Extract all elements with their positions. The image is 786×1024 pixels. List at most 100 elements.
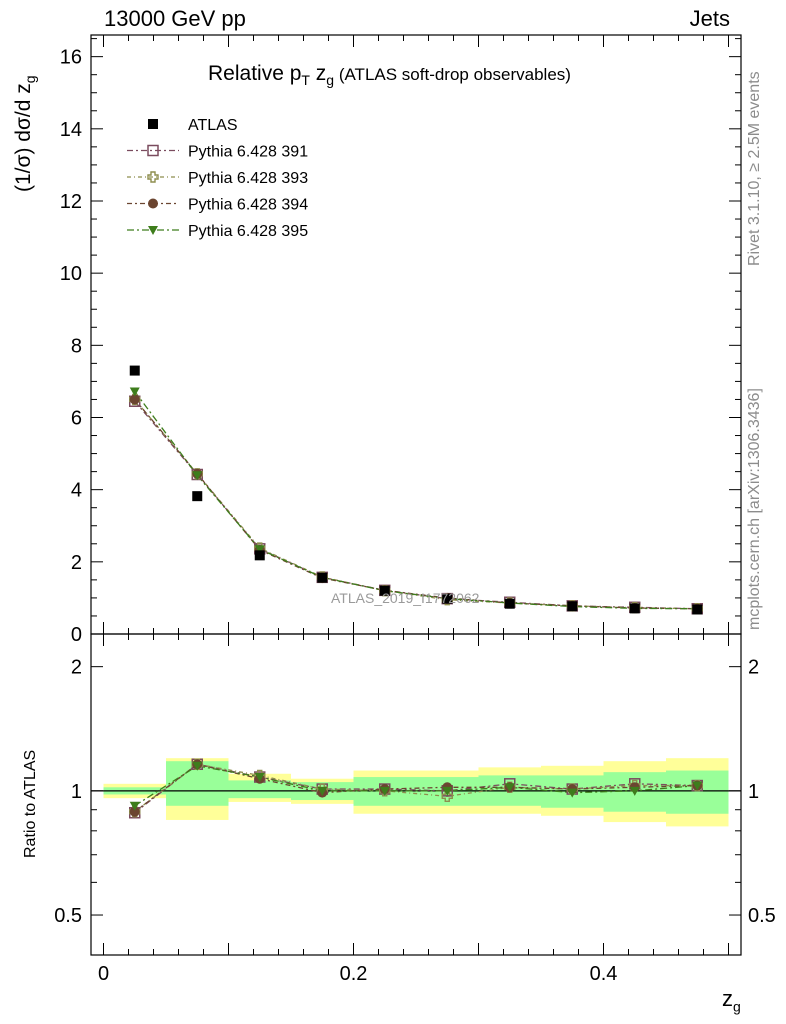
marker-shape	[254, 773, 265, 783]
y-tick-label: 8	[71, 335, 82, 357]
ylabel-main-sub: g	[22, 75, 39, 84]
y-tick-label: 4	[71, 480, 82, 502]
ratio-plot-frame	[90, 633, 742, 956]
marker-shape	[129, 806, 140, 817]
plot-title-sub-g: g	[326, 72, 335, 89]
data-point	[254, 550, 265, 561]
legend-marker	[148, 226, 158, 235]
y-tick-label: 14	[60, 119, 82, 141]
marker-shape	[692, 604, 703, 615]
series-markers	[129, 365, 703, 819]
x-axis-label: zg	[722, 986, 741, 1014]
x-tick-label: 0.4	[590, 963, 618, 985]
marker-shape	[254, 545, 265, 555]
ratio-point	[441, 790, 453, 802]
ratio-point	[129, 801, 140, 811]
data-point	[379, 585, 390, 596]
data-point	[317, 572, 328, 583]
marker-shape	[629, 603, 640, 614]
data-point	[442, 593, 453, 604]
ratio-y-tick-label: 1	[71, 781, 82, 803]
legend-label: Pythia 6.428 395	[188, 223, 308, 240]
main-series-line	[134, 399, 698, 610]
legend-marker	[147, 144, 159, 157]
marker-shape	[441, 790, 453, 802]
marker-shape	[147, 171, 159, 183]
header-left: 13000 GeV pp	[104, 6, 246, 31]
main-point	[129, 387, 140, 397]
main-point	[192, 471, 203, 481]
analysis-watermark: ATLAS_2019_I1772062	[331, 590, 480, 606]
y-axis-label-ratio: Ratio to ATLAS	[22, 749, 39, 858]
ratio-point	[129, 806, 140, 817]
marker-shape	[192, 491, 203, 502]
marker-shape	[567, 601, 578, 612]
marker-shape	[504, 783, 515, 793]
marker-shape	[504, 598, 515, 609]
y-tick-label: 6	[71, 407, 82, 429]
ratio-band-stat	[666, 770, 729, 814]
ratio-series-line	[134, 763, 698, 813]
y-tick-label: 2	[71, 552, 82, 574]
main-point	[129, 394, 140, 405]
xlabel-sub: g	[733, 998, 741, 1015]
ratio-point	[629, 786, 640, 796]
legend-marker	[148, 198, 158, 209]
xlabel-main: z	[722, 986, 733, 1011]
marker-shape	[148, 119, 158, 129]
marker-shape	[379, 786, 390, 796]
marker-shape	[567, 788, 578, 798]
marker-shape	[379, 585, 390, 596]
ratio-point	[317, 786, 328, 796]
mcplots-info: mcplots.cern.ch [arXiv:1306.3436]	[746, 388, 763, 630]
marker-shape	[129, 801, 140, 811]
y-tick-label: 0	[71, 624, 82, 646]
ratio-point	[442, 786, 453, 796]
plot-title-mid: z	[309, 62, 327, 85]
y-axis-label-main: (1/σ) dσ/d zg	[12, 75, 38, 192]
marker-shape	[129, 365, 140, 376]
marker-shape	[148, 226, 158, 235]
ratio-y-tick-label: 0.5	[54, 905, 82, 927]
marker-shape	[442, 593, 453, 604]
main-series-line	[134, 399, 698, 610]
data-point	[192, 491, 203, 502]
ratio-point	[192, 761, 203, 771]
y-tick-label: 12	[60, 191, 82, 213]
ratio-point	[567, 788, 578, 798]
ratio-y-tick-label: 2	[71, 657, 82, 679]
data-point	[692, 604, 703, 615]
legend-label: Pythia 6.428 394	[188, 197, 308, 214]
marker-shape	[192, 761, 203, 771]
marker-shape	[254, 550, 265, 561]
y-tick-label: 10	[60, 263, 82, 285]
ratio-y-tick-label-right: 1	[748, 781, 759, 803]
x-tick-label: 0	[98, 963, 109, 985]
legend-marker	[147, 171, 159, 183]
data-point	[567, 601, 578, 612]
y-tick-label: 16	[60, 47, 82, 69]
ratio-point	[504, 783, 515, 793]
marker-shape	[148, 198, 158, 209]
ratio-series-line	[134, 763, 698, 813]
ratio-point	[692, 781, 703, 791]
marker-shape	[129, 387, 140, 397]
main-series-line	[134, 391, 698, 610]
marker-shape	[692, 781, 703, 791]
data-point	[629, 603, 640, 614]
main-point	[254, 545, 265, 555]
ratio-y-tick-label-right: 2	[748, 657, 759, 679]
data-point	[129, 365, 140, 376]
ratio-series-line	[134, 765, 698, 807]
legend-label: Pythia 6.428 393	[188, 170, 308, 187]
ratio-point	[379, 786, 390, 796]
marker-shape	[129, 394, 140, 405]
series-lines	[134, 391, 698, 814]
ratio-point	[254, 773, 265, 783]
legend-label: ATLAS	[188, 117, 238, 134]
marker-shape	[629, 786, 640, 796]
legend-label: Pythia 6.428 391	[188, 144, 308, 161]
marker-shape	[317, 786, 328, 796]
